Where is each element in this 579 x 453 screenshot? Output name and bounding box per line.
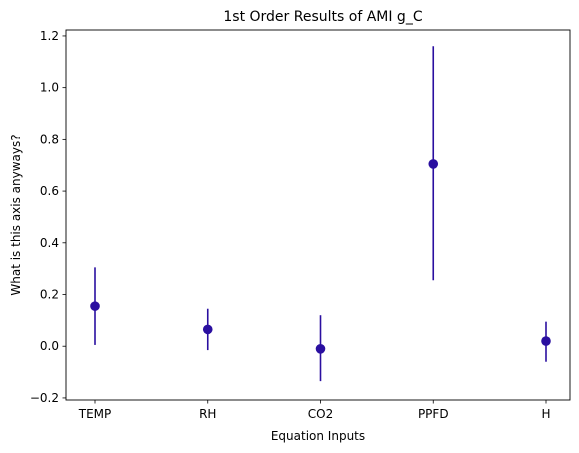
y-tick-label: 0.6 — [40, 184, 59, 198]
y-tick-label: 0.8 — [40, 132, 59, 146]
y-tick-label: 1.2 — [40, 29, 59, 43]
plot-area — [65, 29, 571, 401]
x-axis: TEMP RH CO2 PPFD H — [78, 400, 551, 421]
x-tick-label: RH — [199, 407, 216, 421]
chart-title: 1st Order Results of AMI g_C — [223, 9, 422, 25]
y-tick-label: −0.2 — [30, 391, 59, 405]
x-tick-label: CO2 — [308, 407, 333, 421]
data-point — [428, 159, 439, 169]
y-axis: −0.2 0.0 0.2 0.4 0.6 0.8 1.0 1.2 — [30, 29, 66, 405]
data-series — [90, 46, 551, 382]
x-axis-label: Equation Inputs — [271, 429, 365, 443]
data-point — [315, 344, 326, 354]
data-point — [202, 324, 213, 335]
y-axis-label: What is this axis anyways? — [9, 134, 23, 295]
data-point — [541, 336, 551, 346]
x-tick-label: H — [541, 407, 550, 421]
y-tick-label: 0.4 — [40, 236, 59, 250]
x-tick-label: PPFD — [418, 407, 449, 421]
y-tick-label: 0.0 — [40, 339, 59, 353]
y-tick-label: 0.2 — [40, 288, 59, 302]
x-tick-label: TEMP — [78, 407, 112, 421]
y-tick-label: 1.0 — [40, 81, 59, 95]
data-point — [90, 301, 100, 311]
